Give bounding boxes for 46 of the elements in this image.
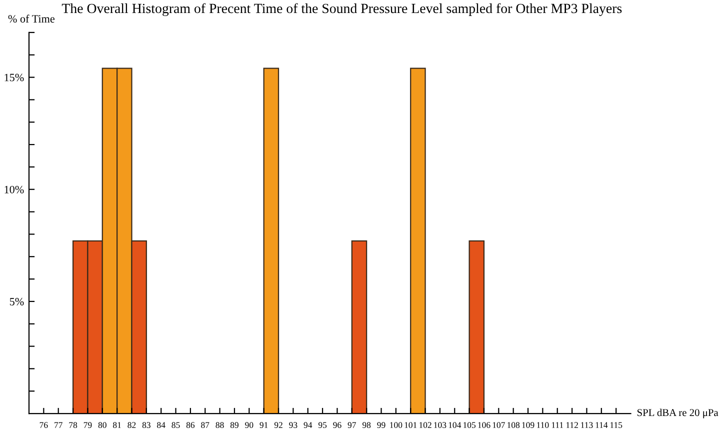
x-tick-label: 88 (216, 422, 224, 428)
x-tick-label: 105 (464, 422, 476, 428)
x-tick-label: 97 (348, 422, 356, 428)
x-axis-title: SPL dBA re 20 μPa (637, 408, 718, 418)
x-tick-label: 89 (230, 422, 238, 428)
x-tick-label: 98 (362, 422, 371, 428)
x-tick-label: 100 (390, 422, 402, 428)
x-tick-label: 86 (186, 422, 195, 428)
x-tick-label: 112 (566, 422, 578, 428)
x-tick-label: 101 (404, 422, 417, 428)
x-tick-label: 107 (492, 422, 505, 428)
x-tick-label: 114 (596, 422, 608, 428)
x-tick-label: 99 (377, 422, 386, 428)
x-tick-label: 92 (274, 422, 282, 428)
x-tick-label: 104 (448, 422, 462, 428)
x-tick-label: 77 (54, 422, 62, 428)
x-tick-label: 85 (172, 422, 180, 428)
x-tick-label: 102 (419, 422, 432, 428)
y-axis-title: % of Time (8, 14, 54, 23)
x-tick-label: 110 (537, 422, 549, 428)
x-tick-label: 95 (318, 422, 327, 428)
y-tick-label: 15% (4, 74, 24, 82)
y-tick-label: 5% (10, 298, 24, 306)
x-tick-label: 94 (304, 422, 312, 428)
chart-title: The Overall Histogram of Precent Time of the Sound Pressure Level sampled for Other MP3 Players (62, 3, 622, 16)
x-tick-label: 108 (508, 422, 520, 428)
x-tick-label: 115 (610, 422, 622, 428)
x-tick-label: 96 (333, 422, 342, 428)
x-tick-label: 91 (260, 422, 268, 428)
y-tick-label: 10% (4, 186, 24, 194)
x-tick-label: 84 (157, 422, 166, 428)
x-tick-label: 79 (84, 422, 92, 428)
x-tick-label: 113 (581, 422, 593, 428)
x-tick-label: 76 (40, 422, 48, 428)
x-tick-label: 80 (98, 422, 106, 428)
x-tick-label: 93 (289, 422, 298, 428)
x-tick-label: 106 (478, 422, 490, 428)
x-tick-label: 87 (201, 422, 210, 428)
x-tick-label: 109 (522, 422, 534, 428)
x-tick-label: 103 (434, 422, 446, 428)
x-tick-label: 111 (552, 422, 564, 428)
x-tick-label: 90 (245, 422, 254, 428)
x-tick-label: 82 (128, 422, 136, 428)
x-tick-label: 81 (113, 422, 121, 428)
x-tick-label: 78 (69, 422, 78, 428)
x-tick-label: 83 (142, 422, 150, 428)
